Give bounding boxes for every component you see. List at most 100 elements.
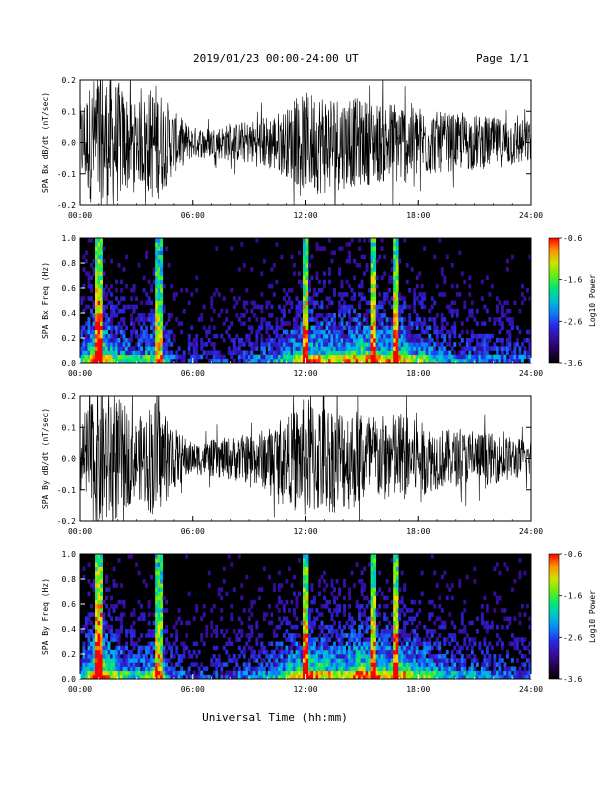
spectrogram-cell [340,346,344,351]
spectrogram-cell [368,649,372,655]
spectrogram-cell [82,354,86,360]
spectrogram-cell [217,354,221,360]
spectrogram-cell [353,258,357,264]
spectrogram-cell [100,595,103,601]
spectrogram-cell [170,674,174,680]
spectrogram-cell [225,591,229,597]
spectrogram-cell [287,333,291,339]
spectrogram-cell [403,670,407,676]
spectrogram-cell [350,325,354,331]
spectrogram-cell [102,325,106,331]
spectrogram-cell [403,662,407,667]
spectrogram-cell [297,358,301,364]
spectrogram-cell [408,342,412,347]
spectrogram-cell [117,645,121,651]
y-tick-label: 0.2 [62,76,77,85]
spectrogram-cell [302,300,306,306]
spectrogram-cell [157,263,161,268]
spectrogram-cell [365,263,369,268]
spectrogram-cell [227,333,231,339]
spectrogram-cell [498,300,502,306]
spectrogram-cell [292,591,296,597]
spectrogram-cell [373,662,377,667]
spectrogram-cell [335,637,339,642]
spectrogram-cell [418,300,422,306]
spectrogram-cell [92,267,96,272]
spectrogram-cell [92,674,96,680]
spectrogram-cell [220,587,224,592]
spectrogram-cell [328,358,331,364]
spectrogram-cell [287,654,291,659]
spectrogram-cell [157,570,161,576]
spectrogram-cell [460,670,464,676]
spectrogram-cell [175,629,179,634]
spectrogram-cell [272,633,276,638]
spectrogram-cell [227,641,231,647]
spectrogram-cell [237,670,241,676]
spectrogram-cell [390,279,394,285]
spectrogram-cell [235,637,239,642]
spectrogram-cell [350,570,354,576]
spectrogram-cell [325,317,329,322]
spectrogram-cell [295,649,299,655]
spectrogram-cell [267,300,271,306]
y-axis-label: SPA Bx Freq (Hz) [41,262,50,339]
spectrogram-cell [305,633,309,638]
spectrogram-cell [170,662,174,667]
spectrogram-cell [132,346,136,351]
spectrogram-cell [110,308,113,314]
spectrogram-cell [433,654,437,659]
spectrogram-cell [137,358,141,364]
spectrogram-cell [97,254,101,260]
spectrogram-cell [230,658,234,663]
spectrogram-cell [90,333,93,339]
spectrogram-cell [525,288,529,293]
spectrogram-cell [343,342,346,347]
spectrogram-cell [493,342,497,347]
spectrogram-cell [192,350,196,356]
spectrogram-cell [395,579,399,584]
spectrogram-cell [95,670,98,676]
spectrogram-cell [433,674,437,680]
spectrogram-cell [252,670,256,676]
spectrogram-cell [280,254,284,260]
spectrogram-cell [107,658,111,663]
spectrogram-cell [85,333,88,339]
spectrogram-cell [450,674,454,680]
spectrogram-cell [308,342,311,347]
spectrogram-cell [215,674,219,680]
spectrogram-cell [353,329,357,335]
spectrogram-cell [155,645,159,651]
spectrogram-cell [157,579,161,584]
spectrogram-cell [405,645,409,651]
spectrogram-cell [410,358,414,364]
spectrogram-cell [333,629,336,634]
spectrogram-cell [225,308,229,314]
spectrogram-cell [297,558,301,563]
spectrogram-cell [338,624,341,630]
spectrogram-cell [130,624,134,630]
spectrogram-cell [390,275,394,281]
spectrogram-cell [255,674,259,680]
spectrogram-cell [420,658,424,663]
spectrogram-cell [390,333,394,339]
spectrogram-cell [112,342,116,347]
spectrogram-cell [132,674,136,680]
spectrogram-cell [300,321,304,326]
spectrogram-cell [315,358,319,364]
spectrogram-cell [170,313,174,318]
spectrogram-cell [485,350,489,356]
colorbar-tick-label: -3.6 [563,359,582,368]
spectrogram-cell [162,329,166,335]
spectrogram-cell [285,579,289,584]
spectrogram-cell [353,645,357,651]
spectrogram-cell [302,604,306,609]
spectrogram-cell [100,279,103,285]
spectrogram-cell [220,333,224,339]
spectrogram-cell [240,620,244,626]
spectrogram-cell [395,591,399,597]
spectrogram-cell [480,670,484,676]
spectrogram-cell [415,645,419,651]
spectrogram-cell [395,612,399,617]
spectrogram-cell [330,629,334,634]
